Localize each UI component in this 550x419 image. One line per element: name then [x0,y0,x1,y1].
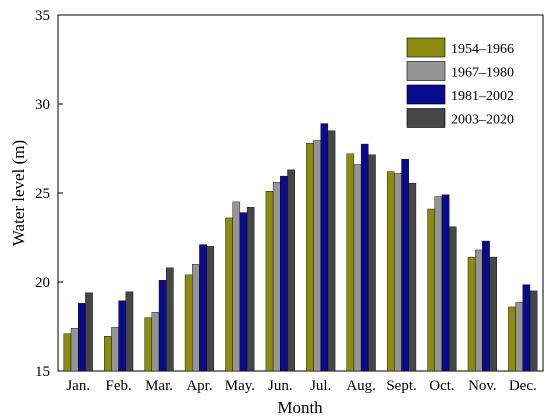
x-tick-label: Jan. [66,378,90,394]
y-tick-label: 35 [35,8,50,24]
bar-4-2 [125,291,134,372]
bar-4-10 [448,226,457,372]
bar-4-9 [408,183,417,372]
bar-2-11 [474,249,483,372]
bar-3-8 [360,143,369,372]
x-axis: Jan. Feb. Mar. Apr. May. Jun. Jul. Aug. Sept. Oct… [66,366,537,394]
bar-4-11 [489,256,497,372]
bar-4-8 [368,154,376,372]
bars [63,123,538,372]
bar-1-10 [427,208,435,372]
bar-1-5 [225,217,233,372]
bar-2-8 [353,164,362,372]
bar-2-6 [272,182,281,372]
x-tick-label: Aug. [346,378,376,394]
bar-1-8 [346,153,355,372]
bar-2-10 [434,196,443,372]
bar-1-1 [63,333,72,372]
y-tick-label: 30 [35,97,50,113]
bar-3-10 [441,194,450,372]
bar-1-12 [508,306,516,372]
legend-label: 1981–2002 [451,89,514,104]
x-tick-label: May. [225,378,255,394]
y-axis-title: Water level (m) [9,140,28,246]
bar-3-5 [239,212,248,372]
x-tick-label: Nov. [468,378,497,394]
bar-4-4 [206,246,215,372]
bar-2-2 [111,327,119,372]
bar-2-9 [394,173,402,372]
y-tick-label: 20 [35,275,50,291]
bar-3-9 [401,158,409,372]
bar-4-6 [287,169,295,372]
legend-label: 1954–1966 [451,42,514,57]
x-tick-label: Apr. [186,378,212,394]
x-axis-title: Month [277,398,323,417]
legend: 1954–1966 1967–1980 1981–2002 2003–2020 [406,37,514,128]
bar-4-5 [246,207,255,372]
bar-4-7 [327,130,336,372]
legend-label: 2003–2020 [451,113,514,128]
bar-3-2 [118,300,127,372]
bar-3-11 [482,240,490,372]
bar-3-7 [320,123,329,372]
x-tick-label: Jun. [268,378,293,394]
bar-2-7 [313,140,321,372]
y-tick-label: 25 [35,186,50,202]
y-tick-label: 15 [35,364,50,380]
legend-swatch [406,108,446,128]
y-axis: 15 20 25 30 35 [35,8,63,380]
legend-swatch [406,61,446,81]
bar-2-4 [192,264,200,372]
bar-2-12 [515,302,523,372]
bar-3-4 [199,244,207,372]
bar-2-3 [151,312,160,372]
bar-3-6 [280,175,288,372]
bar-2-1 [70,328,79,372]
bar-4-1 [85,292,93,372]
bar-1-11 [467,256,476,372]
x-tick-label: Mar. [145,378,173,394]
bar-2-5 [232,201,241,372]
bar-1-3 [144,317,153,372]
x-tick-label: Jul. [310,378,331,394]
legend-label: 1967–1980 [451,66,514,81]
bar-4-3 [166,267,174,372]
x-tick-label: Oct. [429,378,454,394]
bar-3-12 [522,284,531,372]
bar-3-3 [158,280,167,372]
bar-1-7 [306,142,314,372]
bar-1-6 [265,191,274,372]
bar-4-12 [529,290,538,372]
x-tick-label: Feb. [106,378,132,394]
bar-1-9 [386,171,395,372]
bar-3-1 [78,303,86,372]
bar-1-4 [184,274,193,372]
x-tick-label: Dec. [509,378,537,394]
legend-swatch [406,37,446,58]
legend-swatch [406,84,446,105]
bar-1-2 [104,336,112,372]
x-tick-label: Sept. [386,378,416,394]
